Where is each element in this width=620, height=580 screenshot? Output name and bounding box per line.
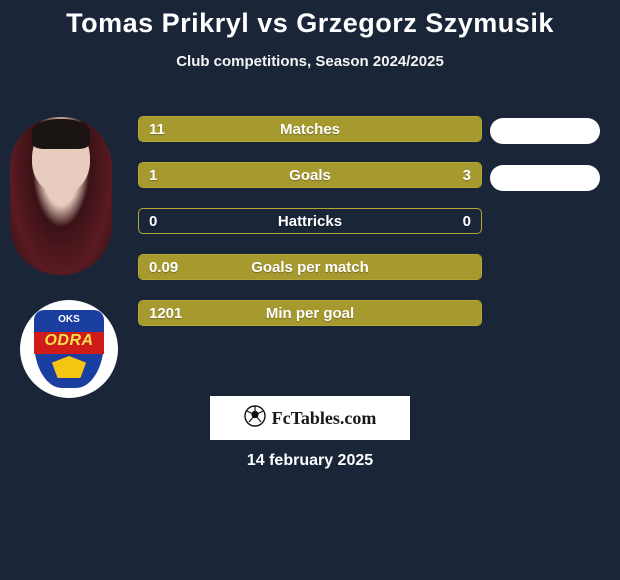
- player-right-placeholder-1: [490, 118, 600, 144]
- date-label: 14 february 2025: [0, 452, 620, 470]
- brand-text: FcTables.com: [272, 408, 377, 429]
- stat-row: 11Matches: [138, 116, 482, 142]
- crest-top-text: OKS: [34, 314, 104, 325]
- brand-badge: FcTables.com: [210, 396, 410, 440]
- brand-ball-icon: [244, 405, 266, 432]
- stat-label: Matches: [139, 117, 481, 141]
- stat-row: 13Goals: [138, 162, 482, 188]
- stat-label: Hattricks: [139, 209, 481, 233]
- page-title: Tomas Prikryl vs Grzegorz Szymusik: [0, 0, 620, 39]
- comparison-area: OKS ODRA 11Matches 13Goals 00Hattricks 0.09…: [0, 102, 620, 402]
- stat-label: Goals: [139, 163, 481, 187]
- club-crest: OKS ODRA: [20, 300, 118, 398]
- stat-row: 0.09Goals per match: [138, 254, 482, 280]
- crest-main-text: ODRA: [34, 332, 104, 350]
- player-left-avatar: [10, 117, 112, 275]
- stat-bars: 11Matches 13Goals 00Hattricks 0.09Goals per…: [138, 116, 482, 346]
- stat-label: Min per goal: [139, 301, 481, 325]
- stat-label: Goals per match: [139, 255, 481, 279]
- stat-row: 00Hattricks: [138, 208, 482, 234]
- subtitle: Club competitions, Season 2024/2025: [0, 53, 620, 70]
- player-right-placeholder-2: [490, 165, 600, 191]
- stat-row: 1201Min per goal: [138, 300, 482, 326]
